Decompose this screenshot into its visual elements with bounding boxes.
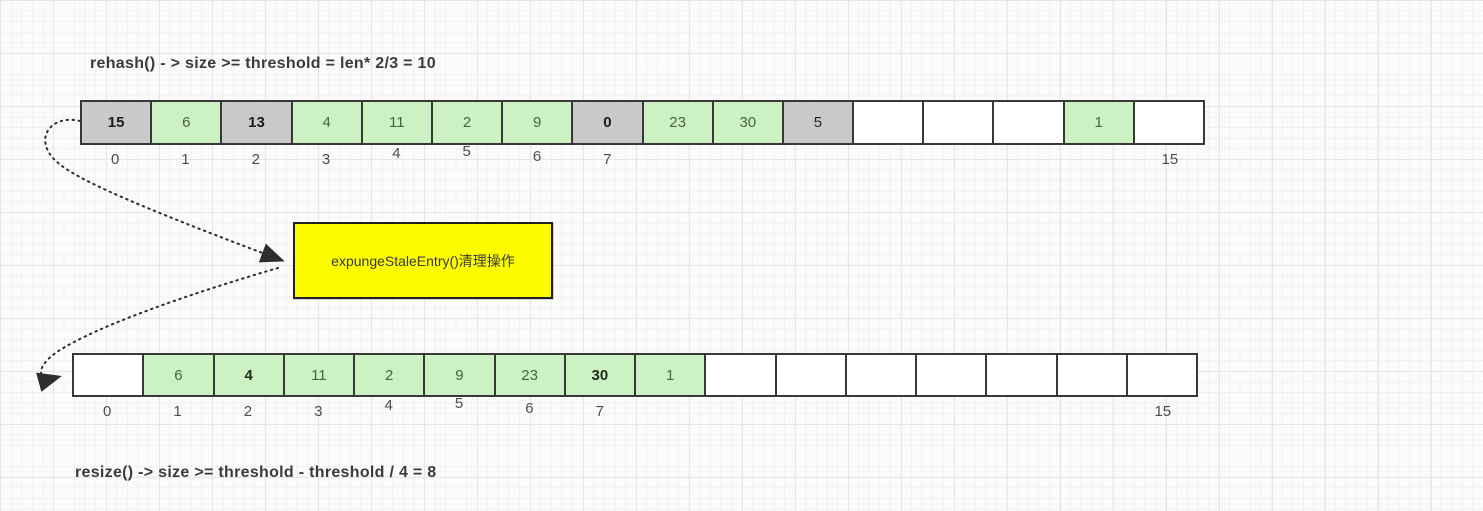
rehash-array-cell <box>1134 102 1203 143</box>
rehash-array-cell: 23 <box>643 102 714 143</box>
resize-array-cell <box>776 355 847 395</box>
rehash-title: rehash() - > size >= threshold = len* 2/… <box>90 55 436 72</box>
resize-array-cell <box>706 355 777 395</box>
cell-value: 9 <box>533 114 542 131</box>
resize-array: 6 4 11 2 9 23 30 1 <box>72 353 1198 397</box>
resize-array-cell: 2 <box>355 355 426 395</box>
rehash-array-cell: 11 <box>362 102 433 143</box>
cell-value: 5 <box>813 114 823 131</box>
index-label: 1 <box>181 151 190 168</box>
expunge-stale-entry-box: expungeStaleEntry()清理操作 <box>293 222 553 299</box>
index-label: 4 <box>392 145 401 162</box>
resize-array-cell <box>74 355 145 395</box>
resize-array-cell <box>987 355 1058 395</box>
cell-value: 0 <box>603 114 612 131</box>
index-label: 0 <box>110 151 120 168</box>
resize-array-cell: 9 <box>425 355 496 395</box>
rehash-array: 15 6 13 4 11 2 9 0 23 30 5 <box>80 100 1205 145</box>
resize-array-cell: 1 <box>636 355 707 395</box>
resize-array-cell <box>917 355 988 395</box>
index-label: 6 <box>532 148 542 165</box>
cell-value: 4 <box>322 114 331 131</box>
expunge-stale-entry-label: expungeStaleEntry()清理操作 <box>331 252 515 269</box>
index-label: 0 <box>103 403 112 420</box>
cell-value: 30 <box>739 114 757 131</box>
resize-array-cell: 23 <box>495 355 566 395</box>
cell-value: 15 <box>107 114 125 131</box>
resize-array-cell: 6 <box>144 355 215 395</box>
cell-value: 6 <box>174 366 183 384</box>
rehash-array-cell: 13 <box>222 102 293 143</box>
index-label: 5 <box>454 395 464 412</box>
cell-value: 2 <box>462 114 472 131</box>
index-label: 4 <box>384 397 393 414</box>
rehash-array-cell: 5 <box>783 102 855 143</box>
rehash-array-cell: 6 <box>152 102 223 143</box>
cell-value: 9 <box>455 366 464 384</box>
cell-value: 1 <box>1094 114 1103 131</box>
rehash-array-cell: 9 <box>503 102 574 143</box>
cell-value: 1 <box>665 366 675 384</box>
resize-array-cell: 11 <box>284 355 355 395</box>
resize-array-cell <box>846 355 917 395</box>
rehash-array-cell: 30 <box>713 102 784 143</box>
rehash-array-cell: 2 <box>432 102 504 143</box>
cell-value: 11 <box>311 366 327 384</box>
cell-value: 6 <box>182 114 191 131</box>
rehash-array-cell: 15 <box>82 102 153 143</box>
index-label: 2 <box>243 403 253 420</box>
index-label: 7 <box>595 403 604 420</box>
index-label: 1 <box>173 403 182 420</box>
resize-array-cell <box>1057 355 1128 395</box>
index-label: 15 <box>1154 403 1172 420</box>
rehash-array-cell <box>854 102 925 143</box>
resize-array-cell <box>1127 355 1196 395</box>
rehash-array-index-labels: 0 1 2 3 4 5 6 7 15 <box>80 143 1205 173</box>
cell-value: 13 <box>248 114 265 131</box>
cell-value: 23 <box>521 366 538 384</box>
index-label: 2 <box>251 151 260 168</box>
index-label: 5 <box>462 143 471 160</box>
cell-value: 4 <box>244 366 253 384</box>
cell-value: 30 <box>591 366 609 384</box>
index-label: 7 <box>603 151 612 168</box>
index-label: 3 <box>314 403 323 420</box>
cell-value: 23 <box>669 114 686 131</box>
index-label: 3 <box>321 151 331 168</box>
cell-value: 2 <box>384 366 394 384</box>
rehash-array-cell <box>924 102 995 143</box>
rehash-array-cell: 4 <box>292 102 363 143</box>
resize-title: resize() -> size >= threshold - threshol… <box>75 464 437 481</box>
resize-array-cell: 4 <box>214 355 285 395</box>
rehash-array-cell: 0 <box>573 102 644 143</box>
resize-array-cell: 30 <box>565 355 636 395</box>
index-label: 15 <box>1161 151 1179 168</box>
rehash-array-cell <box>994 102 1065 143</box>
cell-value: 11 <box>389 114 405 131</box>
index-label: 6 <box>525 400 534 417</box>
rehash-array-cell: 1 <box>1064 102 1135 143</box>
resize-array-index-labels: 0 1 2 3 4 5 6 7 15 <box>72 395 1198 425</box>
